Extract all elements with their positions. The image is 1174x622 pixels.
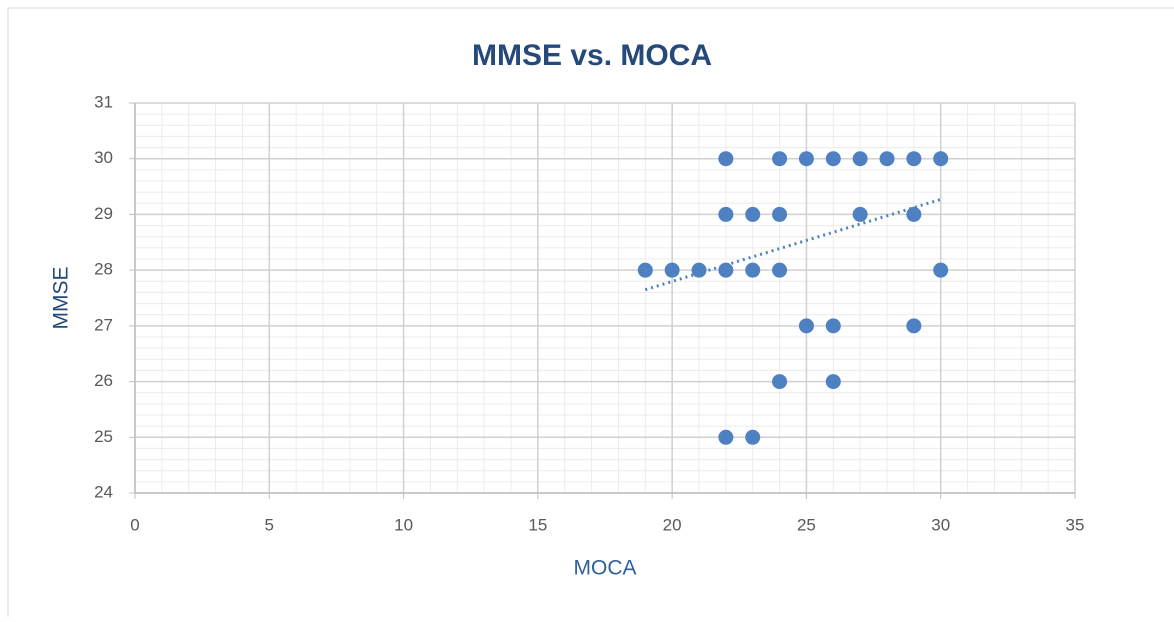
point xyxy=(772,262,788,278)
point xyxy=(664,262,680,278)
y-tick-label: 25 xyxy=(94,427,113,446)
point xyxy=(772,374,788,390)
point xyxy=(798,151,814,167)
point xyxy=(718,262,734,278)
x-tick-label: 25 xyxy=(797,515,816,534)
point xyxy=(879,151,895,167)
x-tick-label: 15 xyxy=(528,515,547,534)
x-tick-label: 35 xyxy=(1066,515,1085,534)
point xyxy=(798,318,814,334)
point xyxy=(852,206,868,222)
point xyxy=(718,429,734,445)
x-tick-label: 0 xyxy=(130,515,139,534)
point xyxy=(906,151,922,167)
point xyxy=(906,318,922,334)
point xyxy=(933,151,949,167)
y-tick-label: 24 xyxy=(94,482,113,501)
point xyxy=(825,374,841,390)
y-axis-label: MMSE xyxy=(50,267,73,330)
point xyxy=(933,262,949,278)
y-tick-label: 27 xyxy=(94,315,113,334)
point xyxy=(852,151,868,167)
point xyxy=(745,206,761,222)
chart-frame xyxy=(7,7,1174,622)
point xyxy=(772,206,788,222)
point xyxy=(691,262,707,278)
x-axis-label: MOCA xyxy=(574,557,637,580)
point xyxy=(745,262,761,278)
point xyxy=(745,429,761,445)
y-tick-label: 30 xyxy=(94,148,113,167)
x-tick-label: 5 xyxy=(265,515,274,534)
point xyxy=(825,151,841,167)
y-tick-label: 28 xyxy=(94,260,113,279)
x-tick-label: 20 xyxy=(663,515,682,534)
x-tick-label: 10 xyxy=(394,515,413,534)
point xyxy=(906,206,922,222)
point xyxy=(637,262,653,278)
y-tick-label: 31 xyxy=(94,92,113,111)
chart-title: MMSE vs. MOCA xyxy=(472,39,712,72)
point xyxy=(718,151,734,167)
point xyxy=(718,206,734,222)
x-tick-label: 30 xyxy=(931,515,950,534)
point xyxy=(825,318,841,334)
y-tick-label: 26 xyxy=(94,371,113,390)
point xyxy=(772,151,788,167)
y-tick-label: 29 xyxy=(94,204,113,223)
